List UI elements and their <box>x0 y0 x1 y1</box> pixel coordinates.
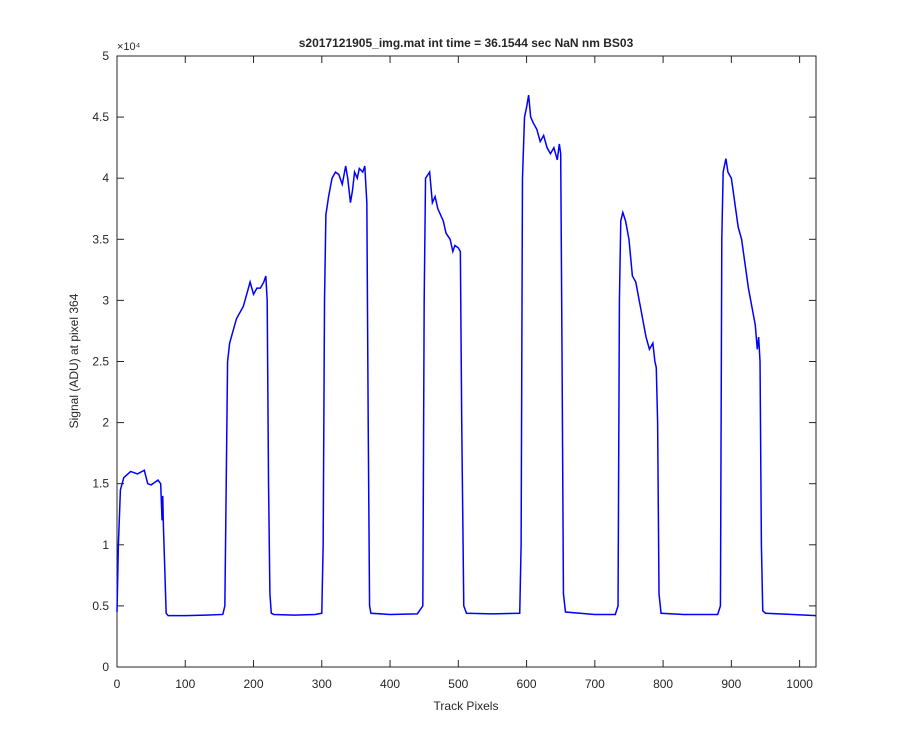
y-tick-label: 4.5 <box>92 110 109 124</box>
x-tick-label: 500 <box>448 677 468 691</box>
chart-title: s2017121905_img.mat int time = 36.1544 s… <box>299 36 634 50</box>
y-tick-label: 5 <box>102 49 109 63</box>
x-tick-label: 700 <box>585 677 605 691</box>
x-tick-label: 1000 <box>786 677 813 691</box>
x-axis-label: Track Pixels <box>434 699 499 713</box>
y-multiplier: ×10⁴ <box>117 41 141 53</box>
x-tick-label: 0 <box>114 677 121 691</box>
plot-frame <box>116 55 817 668</box>
x-tick-label: 900 <box>721 677 741 691</box>
x-tick-label: 600 <box>517 677 537 691</box>
y-tick-label: 3 <box>102 293 109 307</box>
y-tick-label: 1 <box>102 538 109 552</box>
x-tick-label: 800 <box>653 677 673 691</box>
y-axis-label: Signal (ADU) at pixel 364 <box>67 293 81 428</box>
x-tick-label: 100 <box>175 677 195 691</box>
y-tick-label: 4 <box>102 171 109 185</box>
x-tick-label: 400 <box>380 677 400 691</box>
y-tick-label: 2.5 <box>92 355 109 369</box>
data-line <box>116 94 817 617</box>
y-tick-label: 2 <box>102 416 109 430</box>
y-tick-label: 0 <box>102 660 109 674</box>
x-tick-label: 200 <box>244 677 264 691</box>
x-tick-label: 300 <box>312 677 332 691</box>
y-tick-label: 0.5 <box>92 599 109 613</box>
y-tick-label: 3.5 <box>92 232 109 246</box>
y-tick-label: 1.5 <box>92 477 109 491</box>
